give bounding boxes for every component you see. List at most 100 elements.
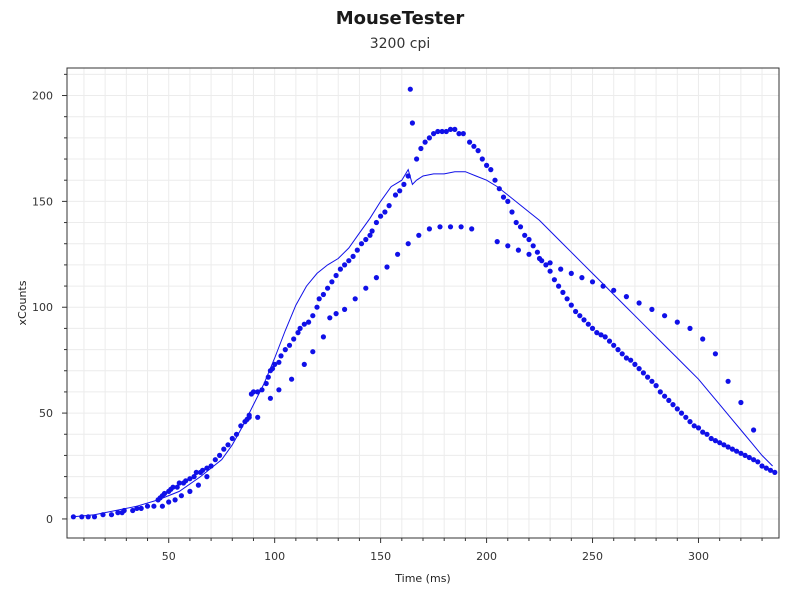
data-point xyxy=(369,228,375,234)
data-point xyxy=(513,219,519,226)
data-point xyxy=(505,198,511,204)
data-point xyxy=(108,512,115,518)
data-point xyxy=(267,395,273,401)
data-point xyxy=(662,313,668,319)
x-tick-label: 150 xyxy=(370,550,391,563)
data-point xyxy=(407,86,413,92)
data-point xyxy=(289,376,295,382)
data-point xyxy=(409,120,415,126)
data-point xyxy=(91,514,98,520)
data-point xyxy=(176,480,182,486)
data-point xyxy=(159,503,165,509)
data-point xyxy=(79,514,85,520)
data-point xyxy=(484,162,490,168)
data-point xyxy=(138,505,144,511)
series-line xyxy=(73,168,773,518)
data-point xyxy=(683,414,689,420)
grid xyxy=(67,68,779,538)
data-point xyxy=(751,427,757,433)
data-point xyxy=(70,514,76,520)
data-point xyxy=(674,319,680,325)
data-point xyxy=(589,325,596,331)
data-point xyxy=(515,247,522,253)
data-point xyxy=(558,266,564,272)
data-point xyxy=(589,279,596,285)
data-point xyxy=(547,260,553,266)
y-tick-label: 0 xyxy=(46,513,53,526)
data-point xyxy=(297,325,303,331)
data-point xyxy=(522,232,528,238)
data-point xyxy=(738,399,744,406)
data-point xyxy=(547,268,553,274)
data-point xyxy=(645,374,651,380)
data-point xyxy=(488,167,494,173)
data-point xyxy=(568,302,574,308)
x-tick-label: 50 xyxy=(162,550,176,563)
data-point xyxy=(460,131,466,137)
y-tick-label: 150 xyxy=(32,195,53,208)
data-point xyxy=(759,463,765,469)
data-point xyxy=(204,474,210,480)
data-point xyxy=(598,332,604,338)
data-point xyxy=(115,509,121,516)
data-point xyxy=(662,393,668,399)
x-axis-ticks: 50 100 150 200 250 300 xyxy=(83,538,763,563)
data-point xyxy=(373,275,379,281)
data-point xyxy=(530,243,536,249)
data-point xyxy=(467,139,473,145)
data-point xyxy=(479,156,485,162)
data-point xyxy=(212,457,218,463)
data-point xyxy=(636,300,642,306)
data-point xyxy=(333,272,339,279)
data-point xyxy=(187,476,193,482)
data-point xyxy=(346,258,352,264)
data-point xyxy=(585,321,591,327)
data-point xyxy=(452,126,458,132)
data-point xyxy=(526,236,532,243)
data-point xyxy=(695,425,702,431)
data-point xyxy=(342,262,348,268)
data-point xyxy=(742,452,748,458)
data-point xyxy=(392,192,399,198)
data-point xyxy=(579,275,585,281)
data-point xyxy=(471,143,477,149)
data-point xyxy=(373,219,379,226)
data-point xyxy=(342,306,348,312)
data-point xyxy=(687,419,693,425)
x-tick-label: 250 xyxy=(582,550,603,563)
data-point xyxy=(221,446,227,452)
data-point xyxy=(447,126,454,132)
data-point xyxy=(649,378,655,384)
data-point xyxy=(657,389,663,395)
data-point xyxy=(666,397,672,403)
data-point xyxy=(416,232,422,238)
data-point xyxy=(611,342,617,348)
data-point xyxy=(395,251,401,257)
data-point xyxy=(426,135,432,141)
data-point xyxy=(439,128,445,135)
data-point xyxy=(172,497,178,503)
data-point xyxy=(382,209,388,215)
data-point xyxy=(700,336,706,342)
data-point xyxy=(130,507,136,514)
data-point xyxy=(763,465,769,471)
data-point xyxy=(772,469,778,475)
data-point xyxy=(187,488,193,494)
data-point xyxy=(325,285,331,291)
chart-subtitle: 3200 cpi xyxy=(369,36,431,52)
data-point xyxy=(636,366,642,372)
data-point xyxy=(725,378,731,384)
data-point xyxy=(431,131,437,137)
data-point xyxy=(619,351,625,357)
data-point xyxy=(581,317,587,323)
data-point xyxy=(517,224,524,230)
data-point xyxy=(426,226,432,232)
x-tick-label: 200 xyxy=(476,550,497,563)
data-point xyxy=(767,467,774,473)
data-point xyxy=(746,454,752,461)
data-point xyxy=(678,410,685,416)
data-point xyxy=(320,334,326,340)
data-point xyxy=(721,442,727,448)
data-point xyxy=(170,484,176,490)
data-point xyxy=(437,224,443,230)
